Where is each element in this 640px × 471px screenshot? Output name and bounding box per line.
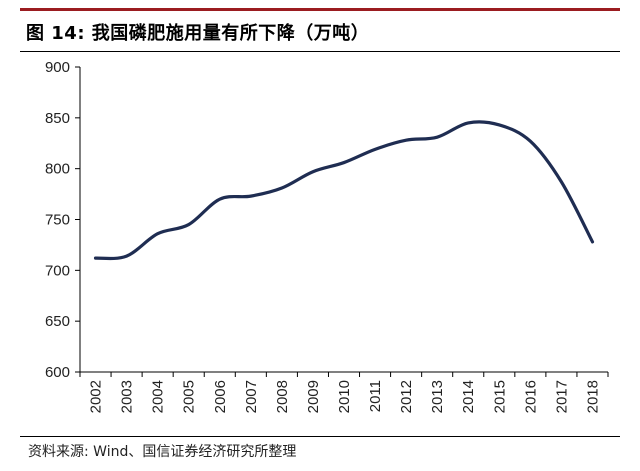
x-tick-label: 2012 [398,380,415,413]
x-tick-label: 2010 [336,380,353,413]
y-tick-label: 850 [45,110,70,127]
x-tick-label: 2013 [429,380,446,413]
y-tick-label: 900 [45,59,70,76]
y-tick-label: 600 [45,364,70,381]
x-tick-label: 2006 [212,380,229,413]
y-tick-label: 750 [45,212,70,229]
x-tick-label: 2018 [584,380,601,413]
x-tick-label: 2007 [243,380,260,413]
x-tick-label: 2017 [553,380,570,413]
chart-axes [79,67,608,373]
x-tick-label: 2002 [88,380,105,413]
x-tick-label: 2009 [305,380,322,413]
x-tick-label: 2008 [274,380,291,413]
x-tick-label: 2011 [367,380,384,412]
y-tick-label: 700 [45,262,70,279]
x-tick-label: 2004 [150,380,167,413]
x-tick-label: 2016 [522,380,539,413]
y-axis-ticks: 600 650 700 750 800 850 900 [45,59,80,381]
source-note: 资料来源: Wind、国信证券经济研究所整理 [28,444,297,460]
x-tick-label: 2003 [119,380,136,413]
x-tick-label: 2015 [491,380,508,413]
title-bar: 图 14: 我国磷肥施用量有所下降（万吨） [20,8,620,52]
y-tick-label: 800 [45,161,70,178]
series-layer [93,120,595,261]
series-line [93,120,595,261]
x-axis-ticks: 2002 2003 2004 2005 2006 2007 2008 2009 2010 2011… [79,372,609,413]
x-tick-label: 2005 [181,380,198,413]
y-tick-label: 650 [45,313,70,330]
source-divider [20,436,620,437]
x-tick-label: 2014 [460,380,477,413]
chart-title: 图 14: 我国磷肥施用量有所下降（万吨） [26,23,370,44]
